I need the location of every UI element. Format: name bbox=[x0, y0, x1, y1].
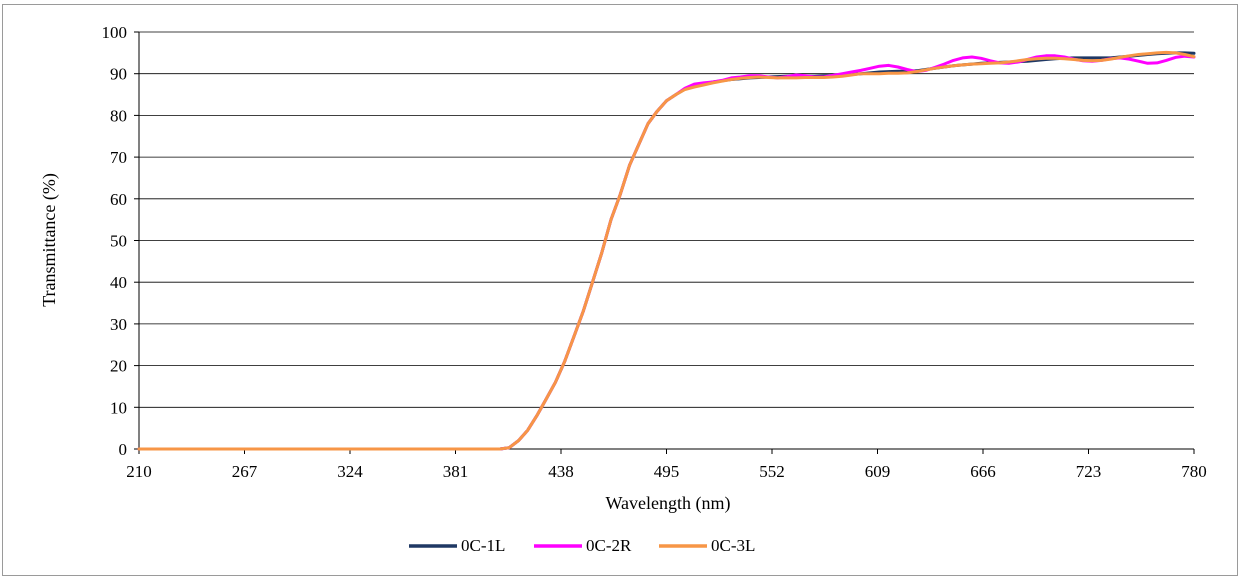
series-lines bbox=[137, 50, 1196, 451]
x-tick-label: 438 bbox=[548, 462, 574, 481]
legend-label: 0C-3L bbox=[711, 536, 755, 555]
y-tick-labels: 0 10 20 30 40 50 60 70 80 90 100 bbox=[102, 23, 128, 459]
y-tick-label: 30 bbox=[110, 315, 127, 334]
transmittance-chart: 0 10 20 30 40 50 60 70 80 90 100 210 267 324 381 438 49… bbox=[39, 23, 1207, 555]
y-tick-label: 10 bbox=[110, 398, 127, 417]
y-tick-label: 100 bbox=[102, 23, 128, 42]
x-tick-label: 381 bbox=[443, 462, 469, 481]
x-tick-label: 267 bbox=[232, 462, 258, 481]
gridlines bbox=[139, 31, 1194, 408]
y-tick-label: 50 bbox=[110, 232, 127, 251]
axes bbox=[134, 31, 1195, 454]
x-tick-label: 666 bbox=[970, 462, 996, 481]
chart-frame: 0 10 20 30 40 50 60 70 80 90 100 210 267 324 381 438 49… bbox=[2, 4, 1238, 576]
y-tick-label: 60 bbox=[110, 190, 127, 209]
y-tick-label: 40 bbox=[110, 273, 127, 292]
legend-label: 0C-2R bbox=[586, 536, 632, 555]
x-tick-label: 552 bbox=[759, 462, 785, 481]
y-axis-label: Transmittance (%) bbox=[39, 173, 60, 307]
y-tick-label: 0 bbox=[119, 440, 128, 459]
x-tick-label: 495 bbox=[654, 462, 680, 481]
legend-item: 0C-3L bbox=[659, 536, 755, 555]
series-line-0C-2R bbox=[137, 54, 1196, 451]
y-tick-label: 20 bbox=[110, 357, 127, 376]
x-tick-labels: 210 267 324 381 438 495 552 609 666 723 780 bbox=[126, 462, 1207, 481]
y-tick-label: 70 bbox=[110, 148, 127, 167]
legend-label: 0C-1L bbox=[461, 536, 505, 555]
series-line-0C-3L bbox=[137, 50, 1196, 451]
x-tick-label: 609 bbox=[865, 462, 891, 481]
series-line-0C-1L bbox=[137, 51, 1196, 451]
x-tick-label: 780 bbox=[1181, 462, 1207, 481]
x-tick-label: 324 bbox=[337, 462, 363, 481]
y-tick-label: 90 bbox=[110, 65, 127, 84]
legend-item: 0C-2R bbox=[534, 536, 632, 555]
x-tick-label: 210 bbox=[126, 462, 152, 481]
legend-item: 0C-1L bbox=[409, 536, 505, 555]
x-tick-label: 723 bbox=[1076, 462, 1102, 481]
x-axis-label: Wavelength (nm) bbox=[605, 493, 730, 514]
y-tick-label: 80 bbox=[110, 106, 127, 125]
legend: 0C-1L 0C-2R 0C-3L bbox=[409, 536, 755, 555]
